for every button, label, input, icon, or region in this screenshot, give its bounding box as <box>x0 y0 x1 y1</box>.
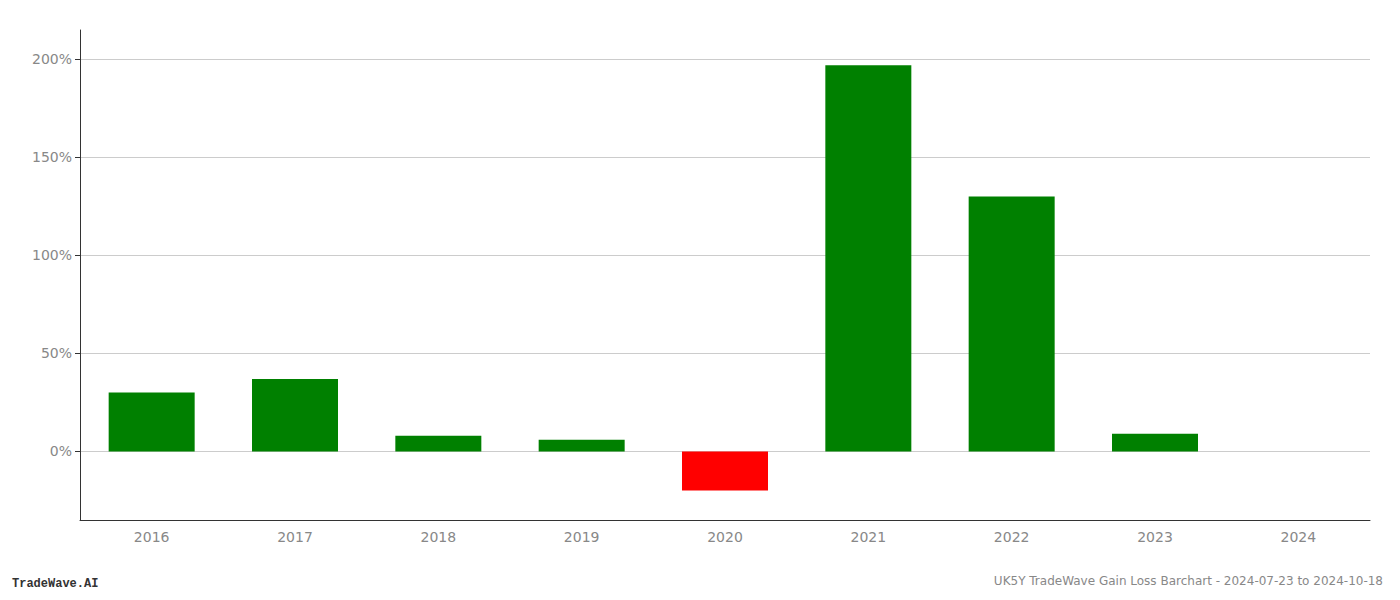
svg-text:UK5Y TradeWave Gain Loss Barch: UK5Y TradeWave Gain Loss Barchart - 2024… <box>994 574 1383 588</box>
svg-text:2017: 2017 <box>277 529 313 545</box>
svg-text:2019: 2019 <box>564 529 600 545</box>
svg-text:2023: 2023 <box>1137 529 1173 545</box>
svg-text:2020: 2020 <box>707 529 743 545</box>
svg-text:2016: 2016 <box>134 529 170 545</box>
svg-text:2021: 2021 <box>851 529 887 545</box>
svg-text:2024: 2024 <box>1281 529 1317 545</box>
svg-text:TradeWave.AI: TradeWave.AI <box>12 577 98 591</box>
svg-text:100%: 100% <box>32 247 72 263</box>
svg-text:0%: 0% <box>50 443 72 459</box>
svg-text:150%: 150% <box>32 149 72 165</box>
svg-text:2018: 2018 <box>421 529 457 545</box>
svg-text:50%: 50% <box>41 345 72 361</box>
svg-text:200%: 200% <box>32 51 72 67</box>
svg-text:2022: 2022 <box>994 529 1030 545</box>
